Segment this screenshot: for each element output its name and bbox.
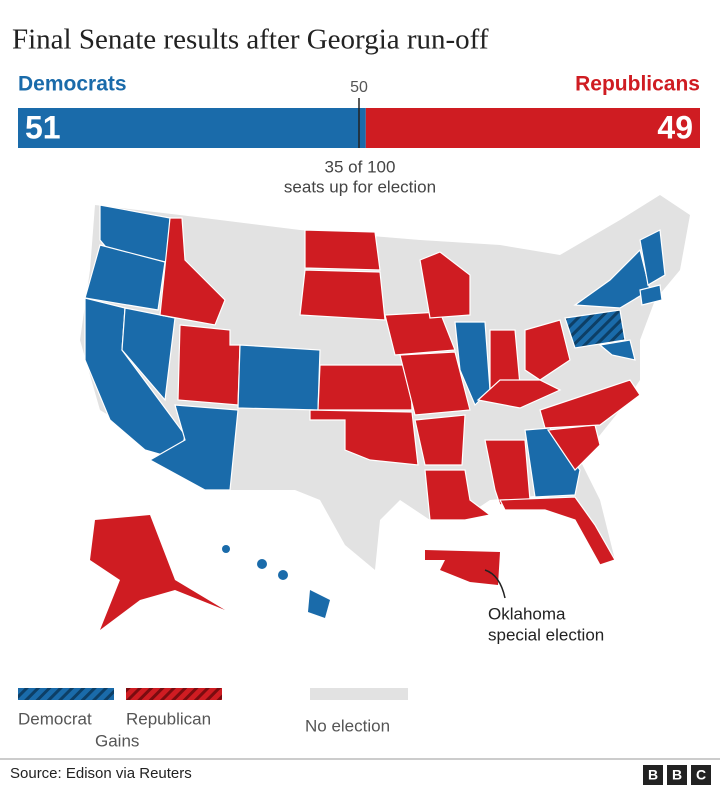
majority-label: 50	[350, 79, 368, 96]
legend-label: Democrat	[18, 709, 92, 728]
legend-swatch	[126, 688, 222, 700]
note-line: 35 of 100	[325, 157, 396, 176]
logo-letter: B	[648, 767, 658, 783]
annotation-line: Oklahoma	[488, 604, 566, 623]
logo-letter: B	[672, 767, 682, 783]
legend-label: Republican	[126, 709, 211, 728]
legend-swatch	[18, 688, 114, 700]
us-map	[80, 195, 690, 630]
democrats-label: Democrats	[18, 73, 127, 96]
logo-letter: C	[696, 767, 706, 783]
republican-bar	[365, 108, 700, 148]
democrat-bar	[18, 108, 366, 148]
title: Final Senate results after Georgia run-o…	[12, 24, 489, 56]
logo: B B C	[643, 765, 711, 785]
legend-label: Gains	[95, 731, 139, 750]
republicans-label: Republicans	[575, 73, 700, 96]
note-line: seats up for election	[284, 177, 436, 196]
legend-label: No election	[305, 716, 390, 735]
source: Source: Edison via Reuters	[10, 765, 192, 782]
republican-seats: 49	[657, 109, 693, 145]
seat-bar: 50 51 49	[18, 79, 700, 148]
legend-swatch	[310, 688, 408, 700]
democrat-seats: 51	[25, 109, 61, 145]
annotation-line: special election	[488, 625, 604, 644]
